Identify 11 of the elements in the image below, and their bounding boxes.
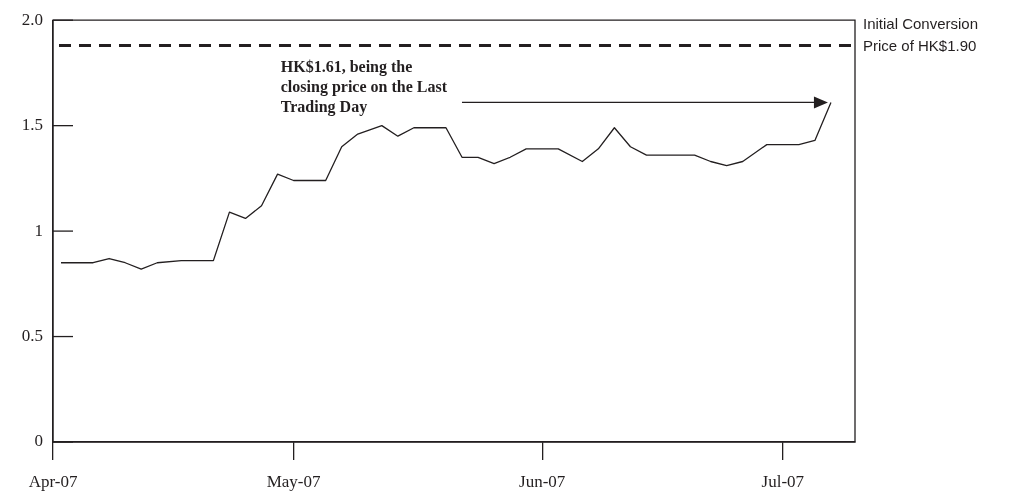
y-tick-label: 1.5 xyxy=(21,115,43,135)
annotation: HK$1.61, being the closing price on the Last Trading Day xyxy=(280,58,448,117)
x-tick-label: Apr-07 xyxy=(28,471,78,491)
y-tick-label: 2.0 xyxy=(21,9,43,29)
x-tick-label: Jul-07 xyxy=(761,471,805,491)
y-tick-label: 1 xyxy=(34,220,43,240)
x-tick-label: May-07 xyxy=(266,471,322,491)
x-tick-label: Jun-07 xyxy=(519,471,566,491)
ref-line-label: Initial Conversion Price of HK$1.90 xyxy=(863,14,979,54)
y-tick-label: 0.5 xyxy=(21,326,43,346)
y-tick-label: 0 xyxy=(34,431,43,451)
